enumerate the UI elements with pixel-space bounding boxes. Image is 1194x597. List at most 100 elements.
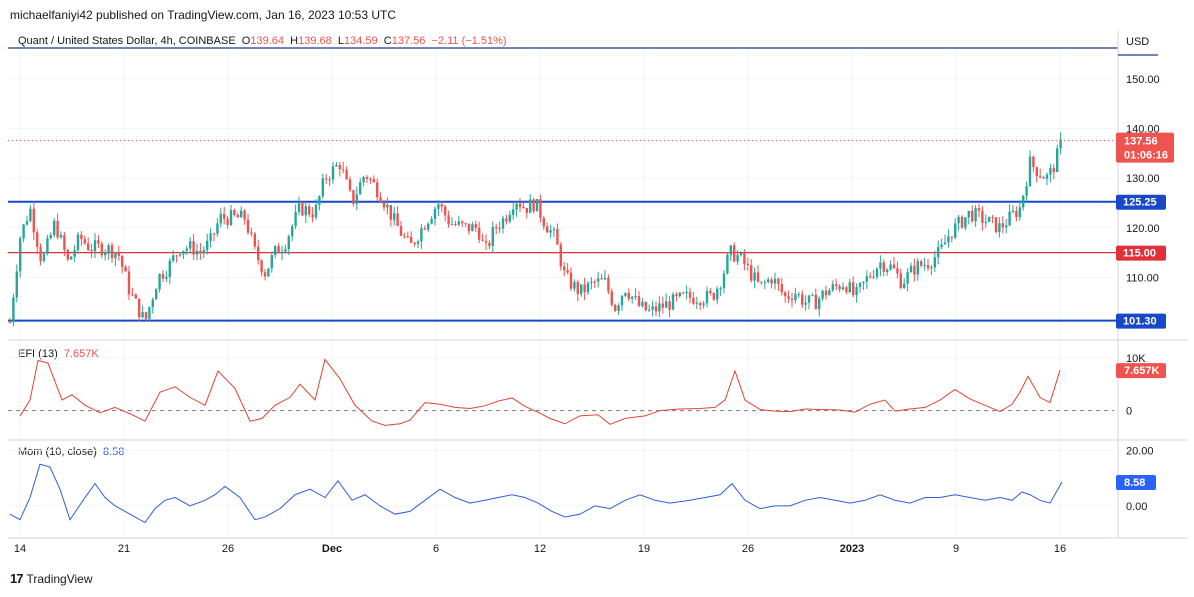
candle-body[interactable] (763, 282, 766, 284)
candle-body[interactable] (535, 198, 539, 212)
candle-body[interactable] (855, 287, 858, 295)
candle-body[interactable] (141, 312, 144, 318)
candle-body[interactable] (291, 226, 294, 237)
candle-body[interactable] (620, 295, 624, 306)
candle-body[interactable] (246, 219, 250, 233)
candle-body[interactable] (692, 297, 695, 304)
candle-body[interactable] (872, 276, 875, 278)
candle-body[interactable] (892, 264, 896, 269)
candle-body[interactable] (1025, 186, 1028, 196)
candle-body[interactable] (784, 292, 787, 297)
candle-body[interactable] (53, 220, 56, 235)
candle-body[interactable] (988, 216, 991, 222)
candle-body[interactable] (342, 169, 345, 171)
candle-body[interactable] (923, 265, 926, 267)
candle-body[interactable] (144, 312, 148, 319)
candle-body[interactable] (331, 166, 335, 180)
candle-body[interactable] (195, 250, 199, 255)
candle-body[interactable] (348, 179, 352, 191)
candle-body[interactable] (852, 282, 855, 295)
candle-body[interactable] (770, 279, 773, 284)
candle-body[interactable] (573, 282, 576, 289)
candle-body[interactable] (42, 253, 46, 262)
candle-body[interactable] (610, 291, 613, 305)
mom-pane[interactable] (9, 463, 1063, 524)
candle-body[interactable] (471, 224, 474, 232)
candle-body[interactable] (474, 224, 477, 228)
candle-body[interactable] (716, 288, 719, 300)
candle-body[interactable] (780, 284, 783, 293)
candle-body[interactable] (168, 260, 171, 277)
candle-body[interactable] (328, 179, 331, 181)
candle-body[interactable] (376, 182, 379, 198)
candle-body[interactable] (131, 294, 134, 296)
candle-body[interactable] (454, 224, 457, 226)
candle-body[interactable] (1008, 211, 1011, 226)
candle-body[interactable] (624, 293, 627, 296)
candle-body[interactable] (223, 213, 226, 219)
candle-body[interactable] (362, 176, 365, 183)
candle-body[interactable] (675, 294, 678, 297)
candle-body[interactable] (804, 302, 807, 305)
candle-body[interactable] (967, 210, 970, 218)
candle-body[interactable] (848, 282, 851, 292)
candle-body[interactable] (756, 272, 760, 282)
candle-body[interactable] (637, 295, 641, 306)
candle-body[interactable] (1005, 225, 1008, 228)
candle-body[interactable] (736, 255, 739, 262)
candle-body[interactable] (566, 270, 569, 273)
candle-body[interactable] (236, 215, 239, 218)
candle-body[interactable] (838, 286, 841, 290)
candle-body[interactable] (665, 301, 668, 308)
candle-body[interactable] (216, 223, 219, 234)
candle-body[interactable] (580, 284, 583, 295)
candle-body[interactable] (682, 292, 685, 294)
candle-body[interactable] (206, 240, 209, 251)
candle-body[interactable] (413, 242, 416, 245)
candle-body[interactable] (695, 303, 698, 305)
candle-body[interactable] (777, 278, 780, 285)
candle-body[interactable] (865, 276, 868, 282)
candle-body[interactable] (114, 252, 117, 259)
candle-body[interactable] (1028, 156, 1032, 187)
candle-body[interactable] (1049, 168, 1052, 175)
candle-body[interactable] (743, 252, 746, 264)
candle-body[interactable] (709, 290, 712, 294)
candle-body[interactable] (930, 267, 933, 269)
candle-body[interactable] (1035, 167, 1038, 177)
candle-body[interactable] (19, 238, 22, 272)
candle-body[interactable] (301, 203, 304, 216)
candle-body[interactable] (117, 252, 120, 256)
candle-body[interactable] (450, 224, 454, 226)
candle-body[interactable] (940, 244, 943, 248)
candle-body[interactable] (22, 224, 25, 239)
candle-body[interactable] (209, 233, 212, 241)
candle-body[interactable] (93, 240, 97, 252)
candle-body[interactable] (250, 232, 253, 234)
candle-body[interactable] (858, 283, 862, 288)
candle-body[interactable] (70, 256, 73, 260)
candle-body[interactable] (590, 281, 593, 283)
candle-body[interactable] (971, 210, 974, 222)
candle-body[interactable] (495, 226, 498, 228)
candle-body[interactable] (444, 206, 447, 216)
candle-body[interactable] (396, 213, 399, 226)
candle-body[interactable] (614, 304, 617, 311)
candle-body[interactable] (634, 295, 637, 297)
candle-body[interactable] (607, 277, 610, 292)
candle-body[interactable] (787, 296, 790, 299)
candle-body[interactable] (304, 206, 307, 216)
candle-body[interactable] (352, 190, 355, 204)
candle-body[interactable] (382, 202, 386, 208)
candle-body[interactable] (586, 282, 590, 293)
candle-body[interactable] (457, 221, 460, 225)
candle-body[interactable] (508, 214, 511, 222)
candle-body[interactable] (668, 301, 671, 310)
candle-body[interactable] (297, 203, 301, 212)
mom-series-line[interactable] (9, 463, 1063, 524)
candle-body[interactable] (1052, 168, 1055, 173)
candle-body[interactable] (576, 282, 579, 295)
candle-body[interactable] (410, 236, 413, 243)
candle-body[interactable] (648, 309, 651, 311)
